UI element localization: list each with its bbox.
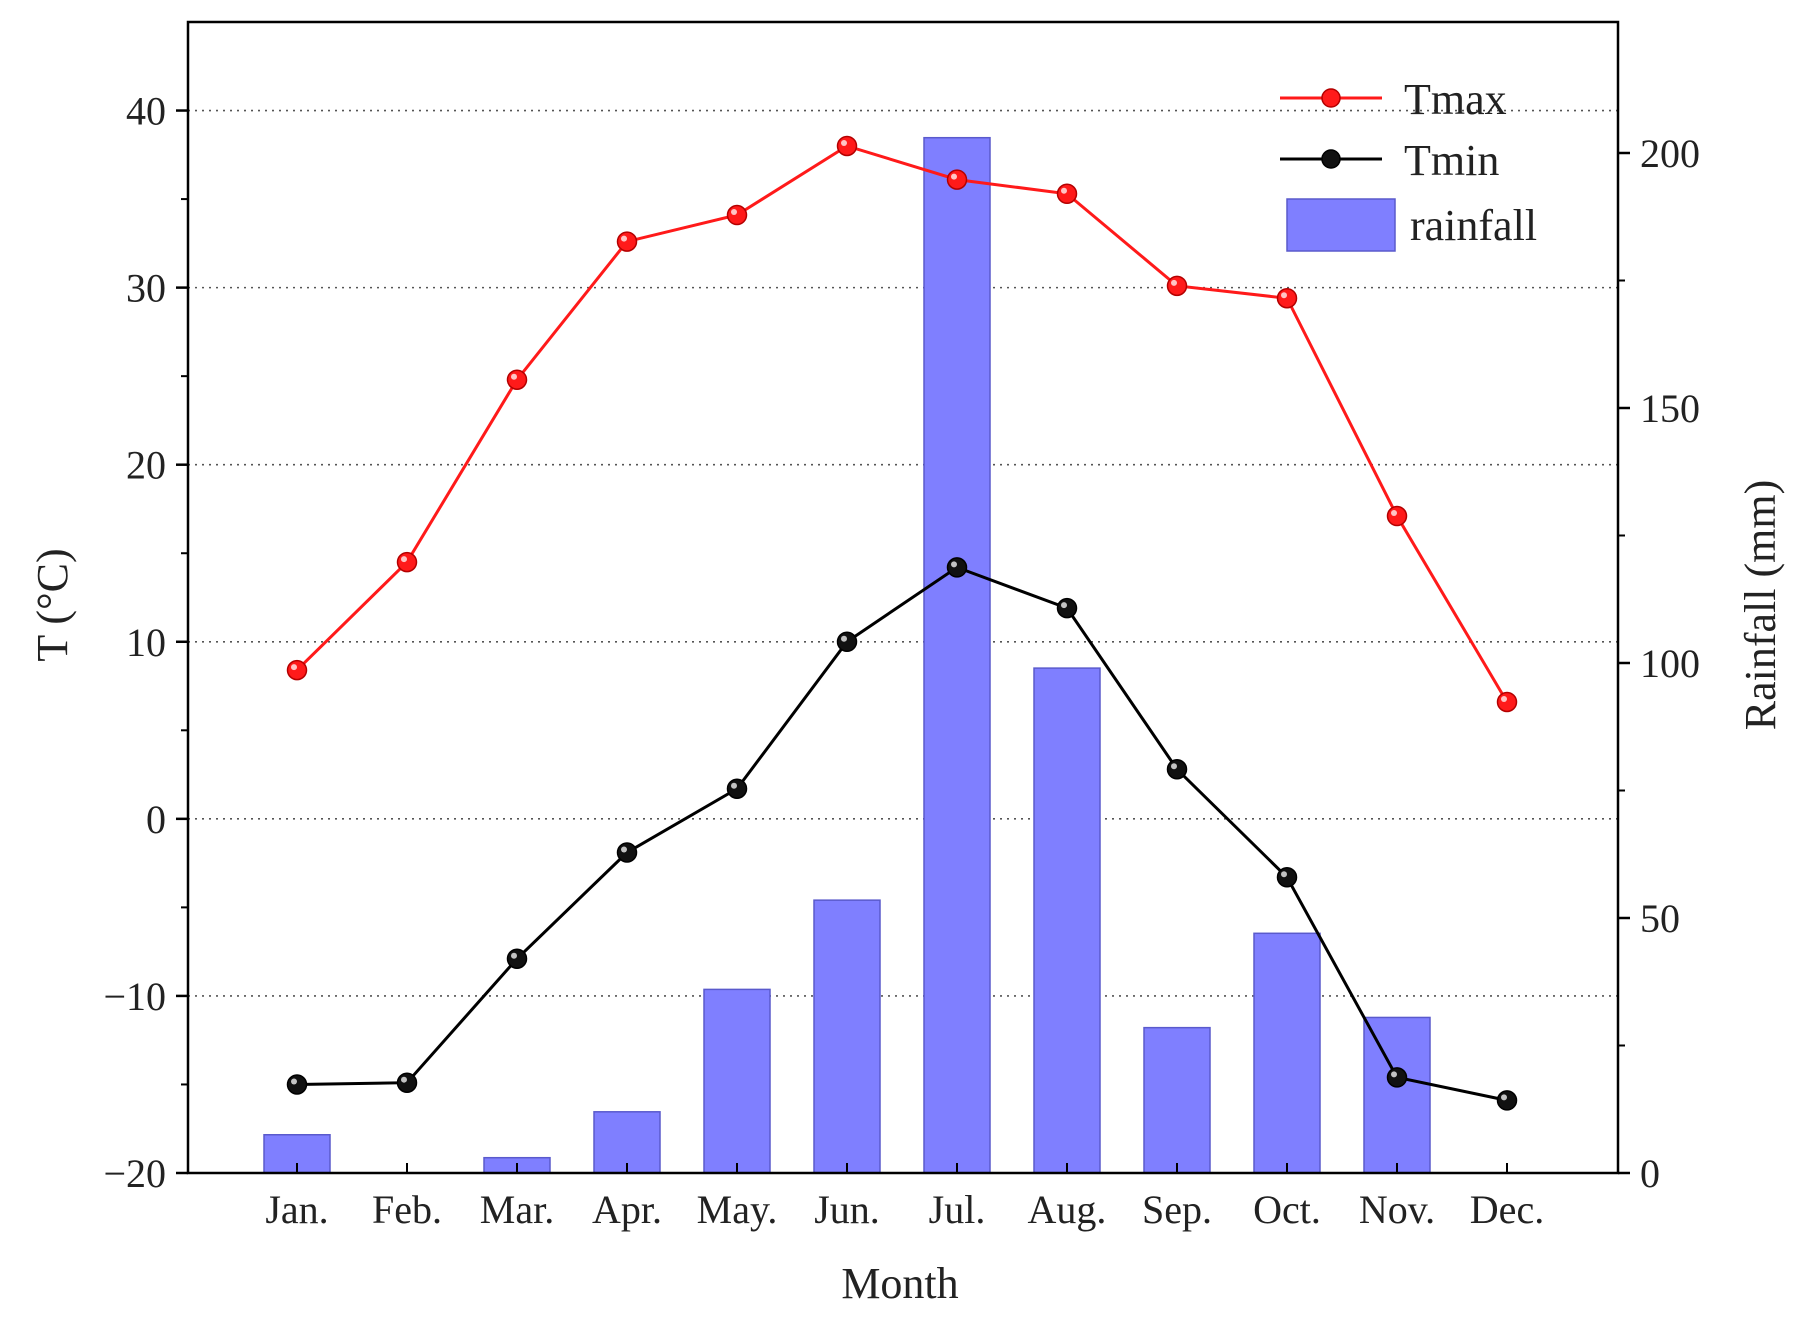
y-left-tick-label: 0 — [146, 797, 166, 842]
legend-tmin-label: Tmin — [1404, 136, 1499, 185]
x-tick-label: Dec. — [1470, 1187, 1544, 1232]
legend-tmax-label: Tmax — [1404, 75, 1507, 124]
tmin-point-highlight — [1061, 602, 1067, 609]
temperature-lines — [286, 135, 1518, 1111]
tmin-point — [396, 1072, 418, 1093]
tmax-point-highlight — [951, 173, 957, 180]
x-tick-label: Jan. — [265, 1187, 328, 1232]
tmin-point — [1386, 1067, 1408, 1088]
tmax-point — [946, 169, 968, 190]
tmax-point-highlight — [621, 235, 627, 242]
tmax-line — [295, 144, 1509, 703]
x-tick-label: Nov. — [1359, 1187, 1435, 1232]
x-tick-label: Sep. — [1142, 1187, 1212, 1232]
rainfall-bar — [1033, 667, 1101, 1174]
legend-tmin-marker — [1321, 149, 1341, 169]
x-tick-label: Mar. — [480, 1187, 554, 1232]
tmax-point-highlight — [291, 664, 297, 671]
tmin-point — [286, 1074, 308, 1095]
rainfall-bar — [1143, 1026, 1211, 1174]
tmax-point — [506, 369, 528, 390]
tmax-point — [726, 204, 748, 226]
tmax-point — [836, 135, 858, 157]
tmin-point-highlight — [1501, 1094, 1507, 1101]
tmax-point-highlight — [511, 373, 517, 380]
y-right-tick-label: 150 — [1640, 386, 1700, 431]
y-axis-right-title: Rainfall (mm) — [1736, 480, 1785, 731]
y-left-tick-label: 10 — [126, 620, 166, 665]
tmin-point — [1496, 1090, 1518, 1111]
y-right-tick-label: 100 — [1640, 641, 1700, 686]
x-tick-label: May. — [697, 1187, 778, 1232]
tmin-point-highlight — [731, 782, 737, 789]
x-tick-label: Oct. — [1253, 1187, 1321, 1232]
tmin-point — [1166, 759, 1188, 780]
y-right-tick-label: 50 — [1640, 896, 1680, 941]
y-right-tick-label: 200 — [1640, 131, 1700, 176]
x-tick-label: Jun. — [814, 1187, 880, 1232]
x-axis-title: Month — [841, 1259, 958, 1308]
y-left-tick-label: −10 — [103, 974, 166, 1019]
tmin-point — [1276, 867, 1298, 888]
tmin-point-highlight — [291, 1078, 297, 1085]
tmax-point-highlight — [841, 139, 847, 146]
tmin-point — [506, 948, 528, 969]
tmax-point — [1276, 287, 1298, 309]
rainfall-bars — [263, 136, 1431, 1174]
tmax-point-highlight — [1391, 510, 1397, 517]
tmin-point-highlight — [1391, 1071, 1397, 1078]
y-left-tick-label: 30 — [126, 266, 166, 311]
legend-tmax-marker — [1321, 88, 1341, 108]
tmin-point-highlight — [951, 561, 957, 568]
tmin-point — [726, 778, 748, 799]
legend: Tmax Tmin rainfall — [1280, 75, 1537, 252]
tmin-point-highlight — [1281, 871, 1287, 878]
tmin-point-highlight — [401, 1076, 407, 1083]
tmax-point — [1386, 505, 1408, 527]
x-tick-label: Aug. — [1028, 1187, 1107, 1232]
tmin-point — [946, 557, 968, 578]
tmax-point — [286, 659, 308, 681]
tmax-point — [616, 231, 638, 252]
x-tick-label: Feb. — [372, 1187, 442, 1232]
legend-rainfall-swatch — [1286, 198, 1396, 252]
y-left-tick-label: 40 — [126, 89, 166, 134]
tmin-point-highlight — [511, 952, 517, 959]
tmax-point — [1496, 691, 1518, 713]
tmax-point-highlight — [401, 556, 407, 563]
rainfall-bar — [813, 899, 881, 1174]
tmin-point-highlight — [841, 635, 847, 642]
x-tick-label: Jul. — [929, 1187, 986, 1232]
rainfall-bar — [923, 136, 991, 1174]
plot-frame — [186, 20, 1620, 1175]
y-axis-left-title: T (°C) — [28, 548, 77, 661]
tmax-point — [396, 551, 418, 573]
tmin-line — [296, 565, 1508, 1102]
tmin-point-highlight — [1171, 763, 1177, 770]
tmax-point-highlight — [1281, 292, 1287, 299]
tmin-point — [616, 842, 638, 863]
legend-rainfall-label: rainfall — [1410, 201, 1537, 250]
grid-lines — [188, 109, 1618, 997]
y-left-tick-label: 20 — [126, 443, 166, 488]
rainfall-bar — [1253, 932, 1321, 1174]
tmin-point — [836, 631, 858, 653]
tmin-point — [1056, 597, 1078, 619]
tmax-point-highlight — [1171, 279, 1177, 286]
y-right-tick-label: 0 — [1640, 1151, 1660, 1196]
tmax-point — [1056, 183, 1078, 205]
tmax-point-highlight — [1501, 695, 1507, 702]
tmin-point-highlight — [621, 846, 627, 853]
tmax-point — [1166, 275, 1188, 297]
tmax-point-highlight — [731, 209, 737, 216]
y-left-tick-label: −20 — [103, 1151, 166, 1196]
rainfall-bar — [703, 988, 771, 1174]
x-tick-label: Apr. — [592, 1187, 662, 1232]
tmax-point-highlight — [1061, 187, 1067, 194]
rainfall-bar — [1363, 1016, 1431, 1174]
